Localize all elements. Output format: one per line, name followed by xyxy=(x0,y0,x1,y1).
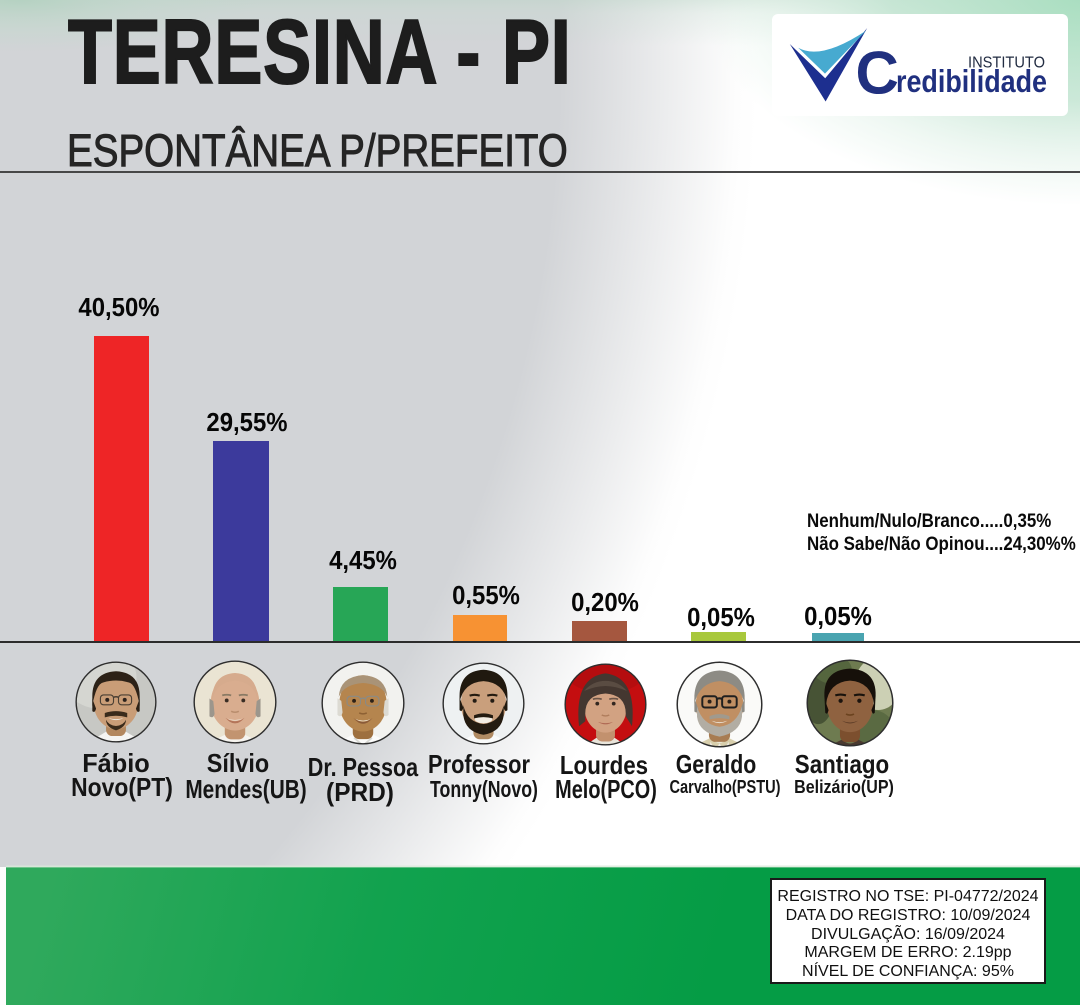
svg-text:C: C xyxy=(856,39,899,106)
svg-text:redibilidade: redibilidade xyxy=(896,63,1047,99)
svg-text:INSTITUTO: INSTITUTO xyxy=(968,54,1045,71)
